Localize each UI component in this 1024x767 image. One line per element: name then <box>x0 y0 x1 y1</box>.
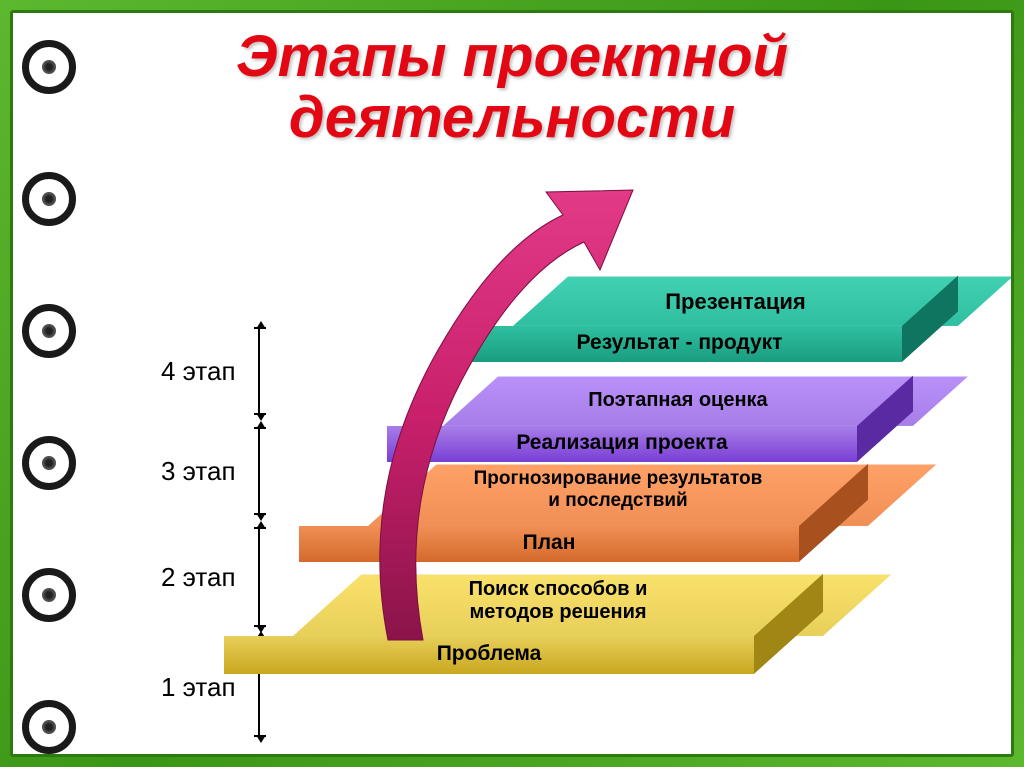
page: Этапы проектной деятельности Поиск спосо… <box>10 10 1014 757</box>
binding-ring <box>22 172 76 226</box>
binding-ring <box>22 40 76 94</box>
step-top-label: Прогнозирование результатови последствий <box>368 468 868 512</box>
step-slab: ПрезентацияРезультат - продукт <box>513 276 958 362</box>
stage-label: 4 этап <box>161 356 236 387</box>
binding-ring <box>22 568 76 622</box>
step-front-label: Проблема <box>224 642 754 666</box>
stage-label: 3 этап <box>161 456 236 487</box>
step-slab: Поэтапная оценкаРеализация проекта <box>443 376 913 462</box>
stage-label: 1 этап <box>161 672 236 703</box>
step-front-label: План <box>299 531 799 555</box>
stage-bracket <box>258 328 260 414</box>
step-slab: Поиск способов иметодов решенияПроблема <box>293 574 823 674</box>
binding-ring <box>22 304 76 358</box>
step-top-label: Поиск способов иметодов решения <box>293 578 823 624</box>
step-top-label: Презентация <box>513 289 958 315</box>
staircase-diagram: Поиск способов иметодов решенияПроблемаП… <box>123 188 1003 757</box>
stage-bracket <box>258 528 260 626</box>
binding-ring <box>22 436 76 490</box>
title-line-1: Этапы проектной <box>236 24 788 89</box>
step-top-label: Поэтапная оценка <box>443 389 913 412</box>
spiral-binding <box>22 40 82 720</box>
outer-frame: Этапы проектной деятельности Поиск спосо… <box>0 0 1024 767</box>
page-title: Этапы проектной деятельности <box>13 13 1011 149</box>
step-front-label: Результат - продукт <box>457 331 902 355</box>
stage-bracket <box>258 428 260 514</box>
step-front-label: Реализация проекта <box>387 431 857 455</box>
binding-ring <box>22 700 76 754</box>
title-line-2: деятельности <box>289 85 735 150</box>
step-slab: Прогнозирование результатови последствий… <box>368 464 868 562</box>
stage-label: 2 этап <box>161 562 236 593</box>
